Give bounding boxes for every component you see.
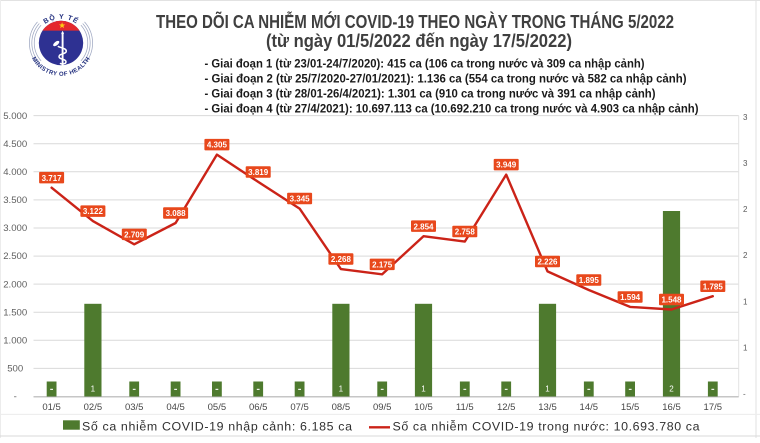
svg-text:2: 2 [669,385,674,394]
svg-text:- Giai đoạn 4 (từ 27/4/2021):: - Giai đoạn 4 (từ 27/4/2021): 10.697.113… [205,101,699,115]
svg-text:1.000: 1.000 [3,336,27,347]
svg-text:1.594: 1.594 [620,293,641,302]
svg-text:1: 1 [91,385,96,394]
svg-text:2.500: 2.500 [3,251,27,262]
svg-text:1: 1 [743,297,748,306]
svg-text:1.785: 1.785 [703,282,724,291]
svg-text:03/5: 03/5 [125,402,144,413]
svg-text:2: 2 [743,205,748,214]
svg-text:1: 1 [545,385,550,394]
svg-text:07/5: 07/5 [290,402,309,413]
svg-text:01/5: 01/5 [42,402,61,413]
svg-text:(từ ngày 01/5/2022 đến ngày 17: (từ ngày 01/5/2022 đến ngày 17/5/2022) [266,30,572,51]
svg-text:4.000: 4.000 [3,167,27,178]
svg-text:11/5: 11/5 [456,402,474,413]
svg-text:2.000: 2.000 [3,279,27,290]
svg-text:Số ca nhiễm COVID-19 trong nướ: Số ca nhiễm COVID-19 trong nước: 10.693.… [393,419,700,434]
svg-text:3.088: 3.088 [166,209,187,218]
svg-text:3: 3 [743,113,748,122]
svg-text:14/5: 14/5 [580,402,599,413]
svg-text:10/5: 10/5 [414,402,433,413]
svg-text:- Giai đoạn 1 (từ 23/01-24/7/2: - Giai đoạn 1 (từ 23/01-24/7/2020): 415 … [205,56,645,70]
svg-text:2.175: 2.175 [372,260,393,269]
svg-text:500: 500 [7,364,23,375]
svg-text:3: 3 [743,159,748,168]
svg-text:1.895: 1.895 [579,276,600,285]
svg-text:4.305: 4.305 [207,141,228,150]
svg-text:Số ca nhiễm COVID-19 nhập cảnh: Số ca nhiễm COVID-19 nhập cảnh: 6.185 ca [82,419,352,434]
svg-text:12/5: 12/5 [497,402,516,413]
svg-text:1: 1 [421,385,426,394]
svg-text:05/5: 05/5 [208,402,227,413]
svg-text:1: 1 [339,385,344,394]
svg-text:04/5: 04/5 [166,402,185,413]
svg-text:3.819: 3.819 [248,168,269,177]
svg-text:2.709: 2.709 [124,230,145,239]
svg-text:3.500: 3.500 [3,195,27,206]
svg-text:- Giai đoạn 3 (từ 28/01-26/4/2: - Giai đoạn 3 (từ 28/01-26/4/2021): 1.30… [205,86,656,100]
svg-text:17/5: 17/5 [704,402,723,413]
svg-text:08/5: 08/5 [332,402,351,413]
svg-text:5.000: 5.000 [3,111,27,122]
svg-text:2.226: 2.226 [537,258,558,267]
svg-text:3.717: 3.717 [42,174,63,183]
svg-text:3.122: 3.122 [83,207,104,216]
svg-text:06/5: 06/5 [249,402,268,413]
svg-text:16/5: 16/5 [662,402,681,413]
svg-text:1.548: 1.548 [661,296,682,305]
svg-text:- Giai đoạn 2 (từ 25/7/2020-27: - Giai đoạn 2 (từ 25/7/2020-27/01/2021):… [205,71,687,85]
svg-text:2.268: 2.268 [331,255,352,264]
svg-text:2: 2 [743,251,748,260]
svg-text:1: 1 [743,343,748,352]
svg-text:2.854: 2.854 [413,222,434,231]
svg-text:13/5: 13/5 [538,402,557,413]
svg-text:4.500: 4.500 [3,139,27,150]
svg-text:02/5: 02/5 [84,402,103,413]
svg-text:THEO DÕI CA NHIỄM MỚI COVID-19: THEO DÕI CA NHIỄM MỚI COVID-19 THEO NGÀY… [156,11,674,32]
svg-text:3.949: 3.949 [496,161,517,170]
svg-text:09/5: 09/5 [373,402,392,413]
svg-text:-: - [743,390,746,399]
svg-text:BỘ Y TẾ: BỘ Y TẾ [42,12,81,25]
svg-text:1.500: 1.500 [3,307,27,318]
svg-text:15/5: 15/5 [621,402,640,413]
svg-text:3.000: 3.000 [3,223,27,234]
svg-text:3.345: 3.345 [290,195,311,204]
svg-text:-: - [14,392,17,403]
svg-text:2.758: 2.758 [455,228,476,237]
